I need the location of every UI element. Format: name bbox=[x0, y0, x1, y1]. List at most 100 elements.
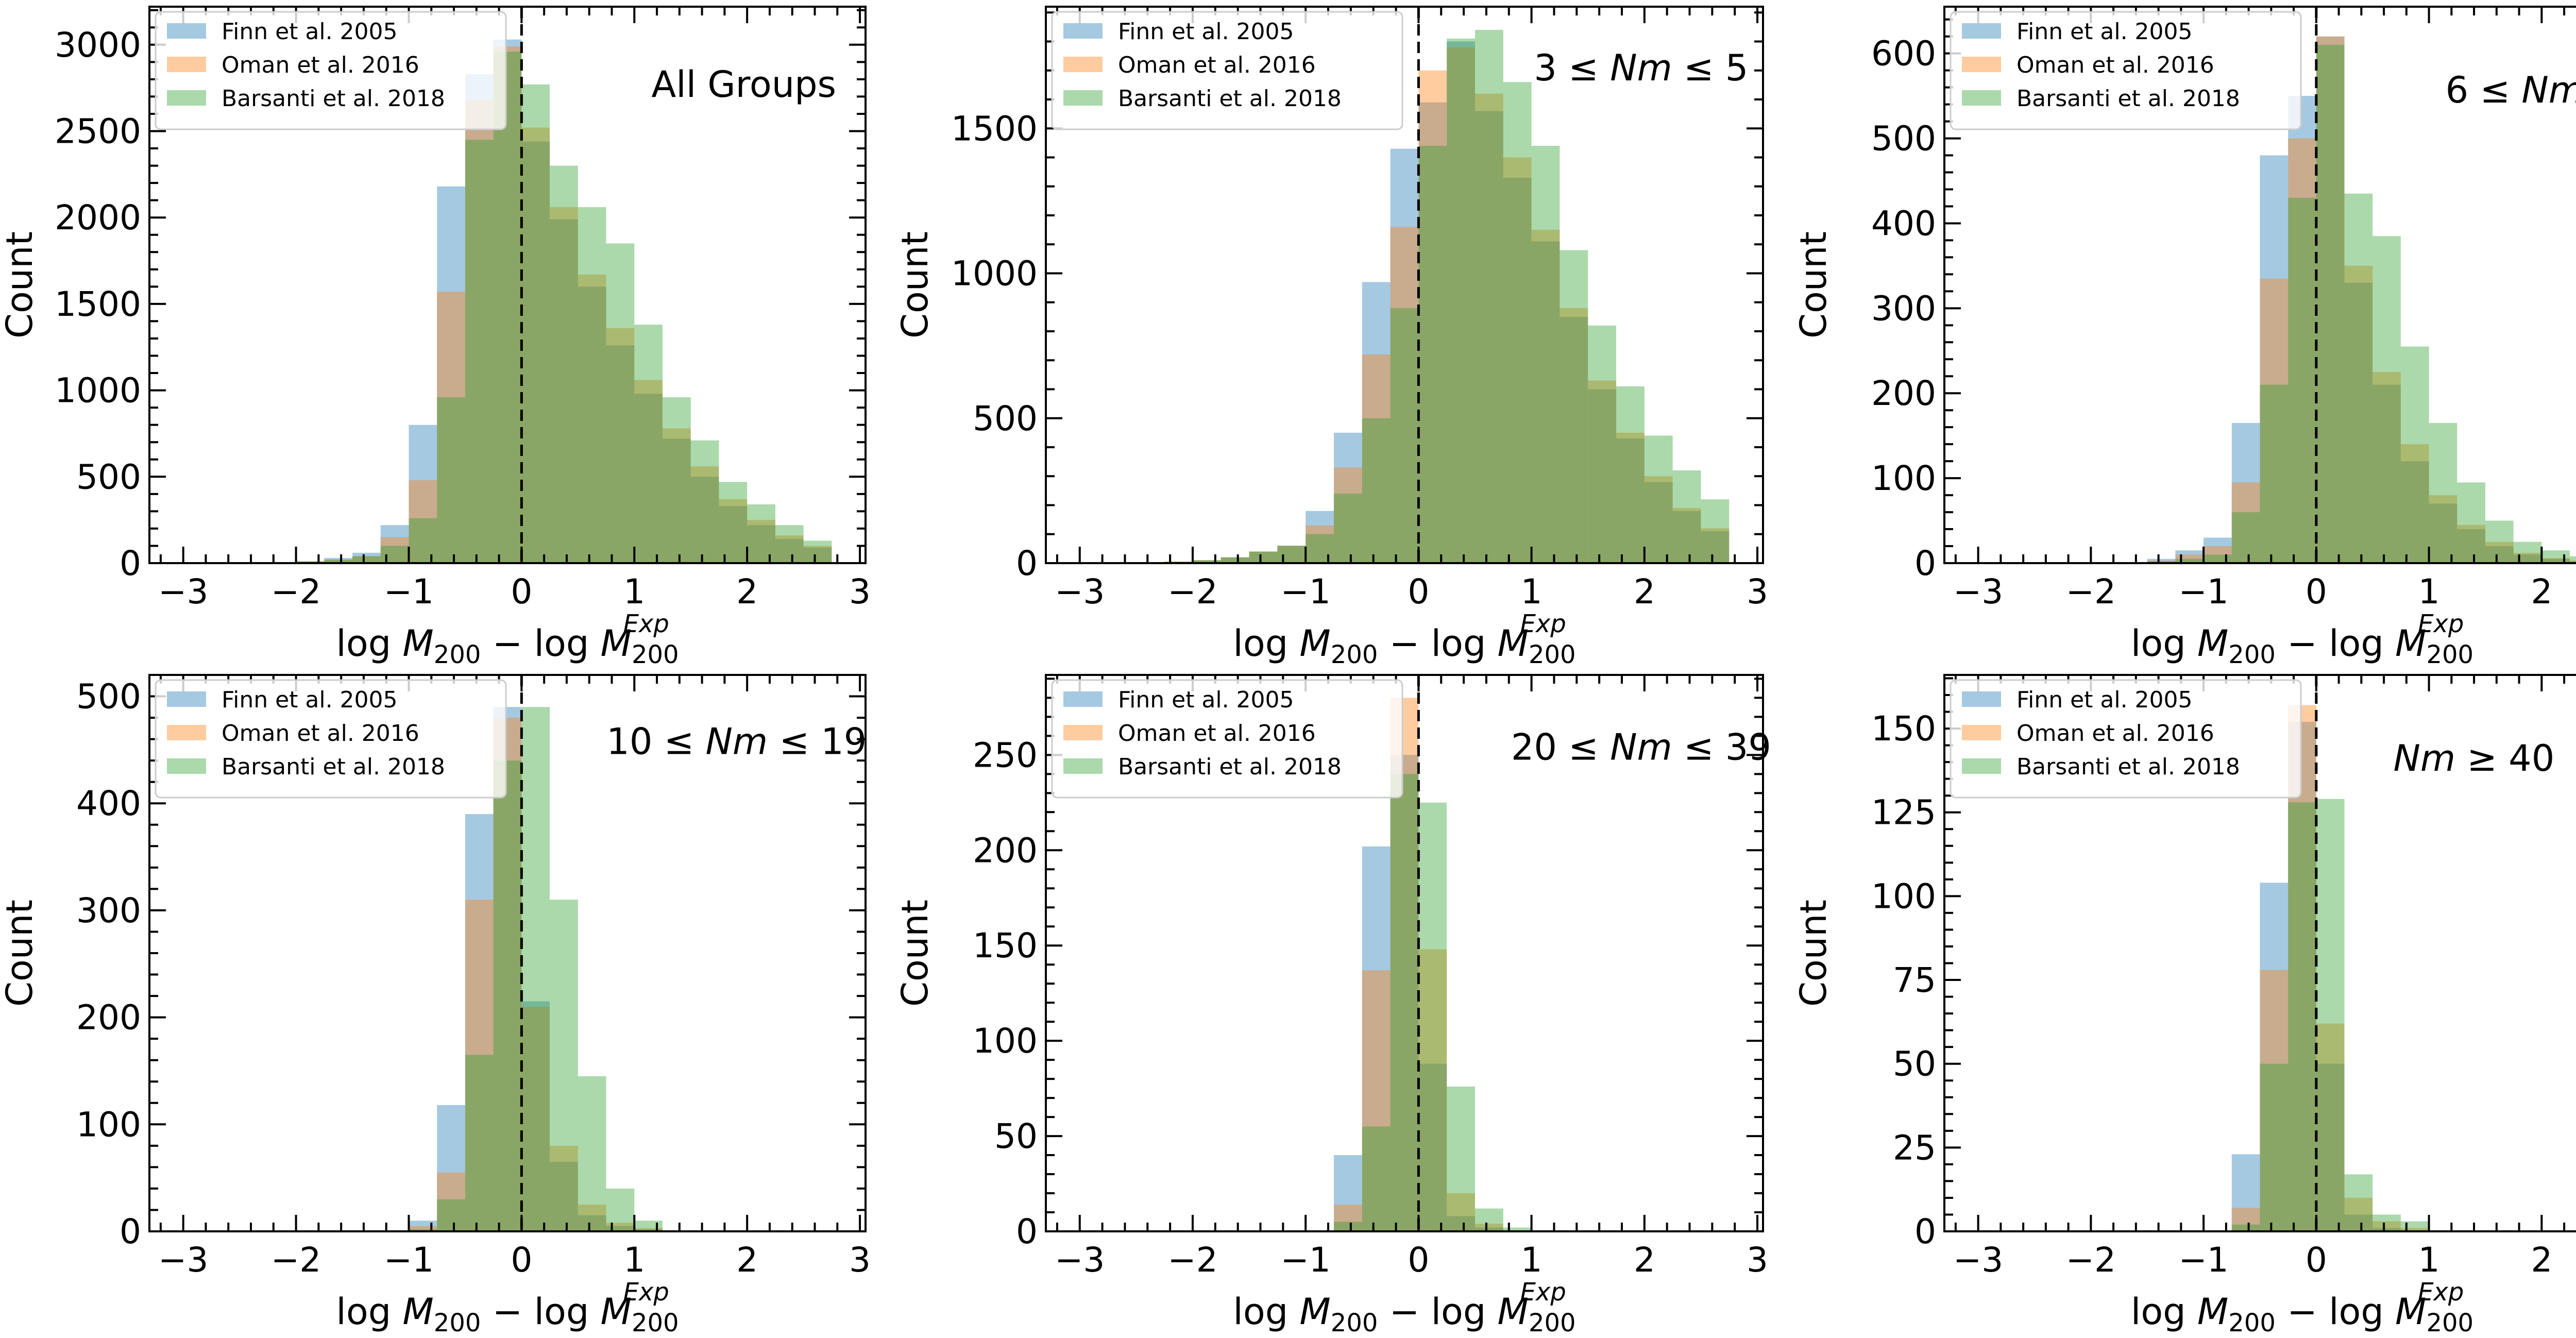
bar-series1-bin15 bbox=[2372, 384, 2401, 563]
x-tick-label: 3 bbox=[1747, 572, 1768, 612]
bar-series3-bin11 bbox=[465, 1055, 494, 1231]
legend-swatch-3 bbox=[167, 758, 206, 774]
y-tick-label: 100 bbox=[1871, 876, 1936, 916]
y-axis-label: Count bbox=[1792, 231, 1835, 338]
bar-series1-bin12 bbox=[2288, 722, 2316, 1231]
bar-series2-bin19 bbox=[2485, 541, 2514, 563]
y-tick-label: 600 bbox=[1871, 34, 1936, 74]
bar-series3-bin14 bbox=[550, 165, 578, 563]
y-tick-label: 0 bbox=[1016, 544, 1038, 583]
bar-series2-bin10 bbox=[437, 1172, 465, 1231]
bar-series3-bin13 bbox=[1418, 146, 1447, 563]
bar-series3-bin13 bbox=[2316, 45, 2345, 563]
y-tick-label: 2000 bbox=[55, 198, 141, 238]
bar-series1-bin18 bbox=[662, 438, 691, 563]
bar-series3-bin22 bbox=[1672, 470, 1701, 563]
y-tick-label: 1000 bbox=[951, 254, 1038, 294]
bar-series3-bin23 bbox=[803, 540, 832, 563]
bar-series2-bin17 bbox=[2429, 495, 2458, 563]
x-label-sub-exp: 200 bbox=[632, 640, 679, 669]
legend: Finn et al. 2005 Oman et al. 2016 Barsanti… bbox=[155, 11, 507, 130]
y-tick-label: 75 bbox=[1893, 960, 1936, 1000]
bar-series1-bin15 bbox=[1475, 1227, 1503, 1231]
bar-series3-bin16 bbox=[1503, 1227, 1532, 1231]
x-label-M-exp: M bbox=[601, 1291, 632, 1333]
bar-series2-bin11 bbox=[1362, 970, 1391, 1231]
bar-series2-bin18 bbox=[662, 428, 691, 563]
bars bbox=[2231, 705, 2429, 1231]
bar-series3-bin10 bbox=[437, 1199, 465, 1231]
bar-series1-bin10 bbox=[1333, 1155, 1362, 1231]
y-axis-label: Count bbox=[0, 900, 41, 1007]
bar-series1-bin18 bbox=[2457, 529, 2485, 563]
x-label-minus-log: − log bbox=[1378, 622, 1497, 665]
x-tick-label: 1 bbox=[1521, 1240, 1543, 1280]
bar-series2-bin11 bbox=[465, 100, 494, 563]
x-label-sub: 200 bbox=[434, 640, 481, 669]
bar-series2-bin13 bbox=[1418, 949, 1447, 1231]
bar-series3-bin12 bbox=[1390, 308, 1419, 563]
bar-series3-bin16 bbox=[606, 243, 635, 563]
x-label-sub: 200 bbox=[1331, 1309, 1378, 1337]
bar-series2-bin18 bbox=[2457, 524, 2485, 563]
bar-series2-bin17 bbox=[634, 380, 663, 563]
bar-series2-bin11 bbox=[2260, 278, 2289, 563]
bar-series1-bin20 bbox=[1616, 438, 1645, 563]
x-axis-label: log M200 − log M200Exp bbox=[1233, 1278, 1575, 1337]
legend-label-2: Oman et al. 2016 bbox=[222, 720, 419, 747]
y-tick-label: 1500 bbox=[951, 109, 1038, 148]
y-tick-label: 300 bbox=[1871, 289, 1936, 328]
bar-series1-bin10 bbox=[2231, 1154, 2260, 1231]
bar-series1-bin5 bbox=[1192, 560, 1221, 563]
legend-swatch-2 bbox=[1962, 57, 2001, 72]
bar-series1-bin20 bbox=[719, 506, 748, 563]
x-tick-label: 2 bbox=[1634, 572, 1655, 612]
title-prefix: 6 ≤ bbox=[2446, 69, 2522, 111]
bar-series2-bin11 bbox=[2260, 970, 2289, 1231]
bar-series3-bin10 bbox=[1333, 494, 1362, 563]
bar-series3-bin10 bbox=[437, 397, 465, 563]
bar-series2-bin21 bbox=[2541, 558, 2570, 563]
legend-label-3: Barsanti et al. 2018 bbox=[222, 754, 445, 780]
bar-series2-bin14 bbox=[550, 207, 578, 563]
x-tick-label: 0 bbox=[1408, 572, 1429, 612]
bar-series2-bin22 bbox=[1672, 508, 1701, 563]
bar-series2-bin22 bbox=[2570, 561, 2576, 563]
bar-series1-bin21 bbox=[1644, 482, 1673, 563]
bar-series1-bin13 bbox=[2316, 36, 2345, 563]
bar-series3-bin11 bbox=[465, 140, 494, 563]
x-label-minus-log: − log bbox=[481, 1291, 600, 1333]
plot-frame bbox=[1943, 674, 2576, 1232]
bar-series2-bin14 bbox=[2344, 1197, 2373, 1231]
y-tick-label: 0 bbox=[120, 1212, 141, 1251]
y-tick-label: 100 bbox=[973, 1021, 1038, 1061]
bar-series3-bin12 bbox=[1390, 774, 1419, 1231]
y-tick-label: 1500 bbox=[55, 284, 141, 324]
legend-swatch-3 bbox=[167, 90, 206, 106]
bar-series1-bin17 bbox=[634, 1229, 663, 1231]
y-axis-label: Count bbox=[1792, 900, 1835, 1007]
x-tick-label: 3 bbox=[849, 572, 871, 612]
legend: Finn et al. 2005 Oman et al. 2016 Barsanti… bbox=[1950, 11, 2302, 130]
x-label-log: log bbox=[336, 1291, 402, 1333]
bar-series2-bin9 bbox=[409, 1226, 437, 1231]
x-label-minus-log: − log bbox=[1378, 1291, 1497, 1333]
bar-series1-bin10 bbox=[2231, 422, 2260, 563]
legend-label-1: Finn et al. 2005 bbox=[2016, 19, 2193, 45]
x-label-M: M bbox=[2197, 622, 2228, 665]
legend-swatch-2 bbox=[167, 725, 206, 740]
legend: Finn et al. 2005 Oman et al. 2016 Barsanti… bbox=[1950, 679, 2302, 799]
bar-series1-bin10 bbox=[437, 1105, 465, 1231]
bar-series3-bin14 bbox=[1447, 38, 1476, 563]
x-tick-label: −3 bbox=[1953, 572, 2003, 612]
legend-swatch-3 bbox=[1962, 758, 2001, 774]
y-tick-label: 500 bbox=[1871, 119, 1936, 159]
x-axis-label: log M200 − log M200Exp bbox=[2131, 1278, 2473, 1337]
x-label-M-exp: M bbox=[2395, 1291, 2426, 1333]
bar-series3-bin7 bbox=[352, 556, 381, 563]
x-axis-label: log M200 − log M200Exp bbox=[336, 609, 679, 669]
x-tick-label: 1 bbox=[623, 1240, 645, 1280]
bar-series2-bin21 bbox=[1644, 476, 1673, 563]
